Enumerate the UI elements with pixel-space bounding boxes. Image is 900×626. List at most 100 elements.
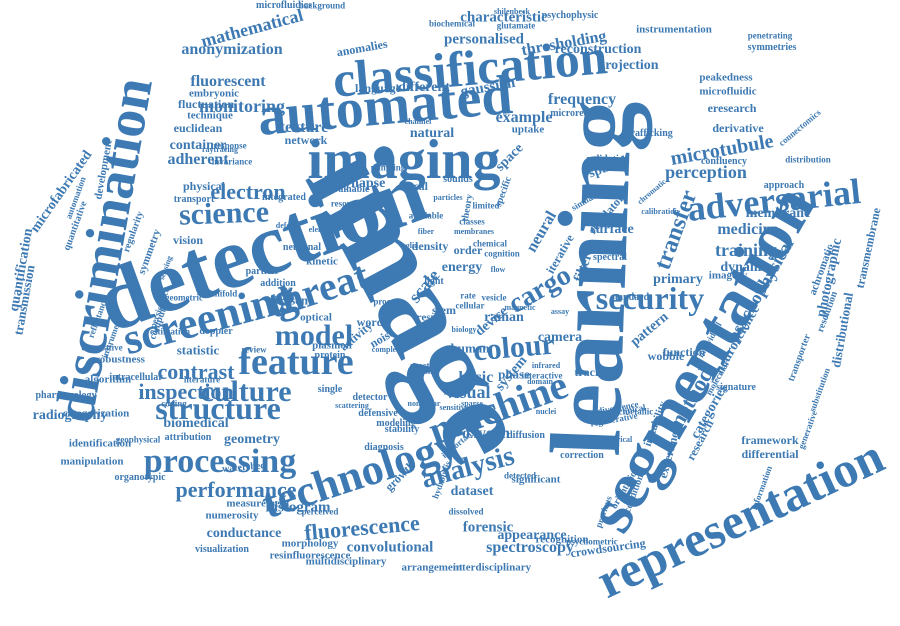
cloud-word: biology: [451, 325, 477, 334]
cloud-word: single: [317, 384, 343, 395]
cloud-word: metallic: [622, 406, 654, 417]
cloud-word: scattering: [335, 401, 369, 410]
cloud-word: classes: [459, 216, 485, 227]
cloud-word: camera: [537, 330, 583, 345]
cloud-word: wobble: [647, 349, 685, 363]
cloud-word: light: [424, 276, 444, 287]
cloud-word: glutamate: [496, 20, 536, 31]
cloud-word: spectra: [410, 360, 438, 371]
cloud-word: recognition: [535, 533, 589, 546]
cloud-word: pharmacology: [35, 390, 97, 401]
cloud-word: framework: [741, 433, 799, 447]
cloud-word: trafficking: [627, 128, 673, 139]
cloud-word: channel: [404, 117, 432, 126]
cloud-word: glia: [405, 241, 419, 250]
cloud-word: flow: [490, 265, 506, 274]
cloud-word: visualization: [195, 544, 249, 555]
cloud-word: electron: [210, 179, 286, 204]
cloud-word: distribution: [785, 154, 831, 165]
cloud-word: assay: [550, 307, 570, 316]
cloud-word: section: [322, 216, 350, 227]
cloud-word: organotypic: [114, 472, 166, 483]
cloud-word: natural: [409, 126, 455, 141]
cloud-word: performance: [175, 477, 297, 502]
cloud-word: training: [714, 240, 778, 260]
cloud-word: empirical: [599, 435, 633, 444]
cloud-word: dissolved: [448, 506, 484, 517]
cloud-word: geophysical: [115, 434, 161, 445]
cloud-word: physic: [443, 384, 469, 395]
cloud-word: defect: [275, 221, 297, 230]
cloud-word: uptake: [511, 123, 545, 136]
cloud-word: forensic: [462, 519, 514, 536]
cloud-word: invariance: [211, 156, 253, 167]
cloud-word: addition: [260, 278, 296, 289]
cloud-word: radiography: [32, 408, 108, 423]
cloud-word: geometry: [224, 432, 280, 447]
cloud-word: modeling: [376, 418, 416, 429]
cloud-word: interactive: [521, 370, 563, 381]
cloud-word: projection: [597, 58, 659, 73]
cloud-word: connectomics: [776, 107, 823, 148]
cloud-word: network: [284, 133, 328, 147]
cloud-word: physical: [182, 179, 226, 193]
cloud-word: literature: [183, 374, 221, 385]
cloud-word: density: [411, 239, 449, 253]
cloud-word: transporter: [785, 332, 814, 383]
cloud-word: phase: [498, 366, 530, 382]
cloud-word: integrated: [262, 192, 306, 203]
cloud-word: attribution: [164, 432, 212, 443]
cloud-word: available: [408, 210, 444, 221]
cloud-word: result: [416, 311, 444, 324]
cloud-word: standard: [610, 292, 650, 303]
cloud-word: language: [354, 81, 402, 95]
cloud-word: complex: [371, 345, 401, 354]
cloud-word: transfer: [649, 186, 703, 274]
cloud-word: differential: [741, 447, 799, 461]
cloud-word: technique: [187, 109, 233, 122]
cloud-word: detected: [504, 470, 536, 481]
cloud-word: psychophysic: [541, 10, 599, 21]
cloud-word: review: [241, 344, 267, 355]
cloud-word: psychometric: [566, 536, 618, 547]
cloud-word: processing: [143, 443, 297, 480]
cloud-word: order: [453, 243, 483, 257]
cloud-word: chemical: [473, 238, 507, 249]
cloud-word: frequency: [547, 91, 617, 108]
cloud-word: fluctuation: [177, 97, 235, 111]
cloud-word: model: [274, 319, 354, 352]
cloud-word: nuclei: [535, 407, 557, 416]
cloud-word: human: [450, 340, 490, 356]
cloud-word: detector: [352, 392, 388, 403]
cloud-word: nonlinear: [407, 399, 441, 408]
cloud-word: neuronal: [282, 242, 322, 253]
cloud-word: fiber: [417, 227, 435, 236]
cloud-word: trainable: [330, 184, 370, 195]
cloud-word: doppler: [199, 326, 233, 337]
cloud-word: stem: [432, 303, 456, 317]
cloud-word: peakedness: [699, 71, 753, 84]
cloud-word: medicine: [717, 221, 779, 238]
cloud-word: fashion: [407, 367, 433, 376]
cloud-word: eresearch: [707, 101, 757, 115]
cloud-word: oxygen: [462, 425, 510, 442]
cloud-word: arrangement: [401, 561, 463, 574]
cloud-word: morphology: [281, 537, 339, 550]
cloud-word: function: [662, 345, 706, 359]
cloud-word: texture: [279, 119, 329, 136]
cloud-word: personalised: [443, 31, 525, 48]
cloud-word: spectral: [593, 252, 627, 263]
cloud-word: perceived: [301, 506, 339, 517]
cloud-word: element: [308, 225, 336, 234]
cloud-word: resonance: [330, 198, 370, 209]
cloud-word: symmetries: [747, 42, 797, 53]
cloud-word: diagnosis: [364, 442, 404, 453]
cloud-word: contrast: [157, 359, 235, 384]
cloud-word: transmembrane: [852, 206, 884, 290]
cloud-word: fluorescent: [190, 73, 266, 90]
cloud-word: anonymization: [181, 41, 283, 58]
cloud-word: particle: [245, 266, 279, 277]
cloud-word: interdisciplinary: [452, 561, 532, 574]
cloud-word: plasmon: [312, 339, 352, 352]
